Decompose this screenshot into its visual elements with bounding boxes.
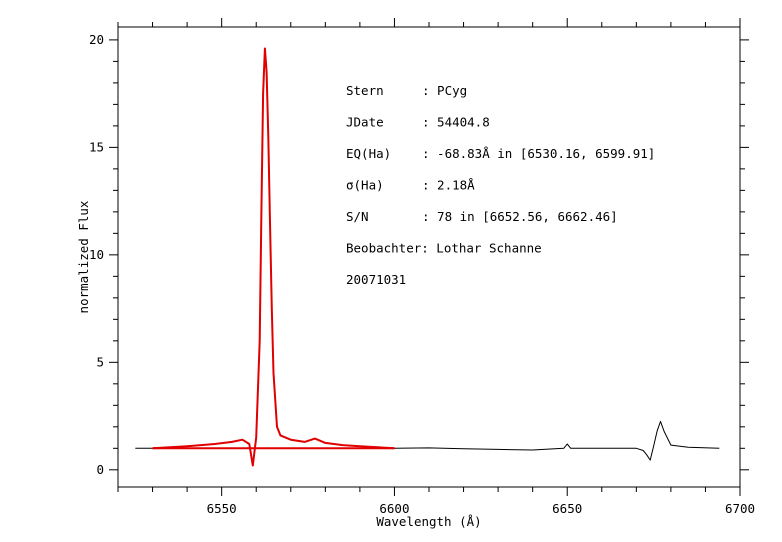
annotation-value: : 78 in [6652.56, 6662.46]: [422, 209, 618, 224]
annotation-value: : 2.18Å: [422, 178, 475, 193]
y-axis-label: normalized Flux: [76, 200, 91, 313]
annotation-label: 20071031: [346, 272, 406, 287]
series-line-fit-1: [152, 47, 395, 467]
series-group: [135, 47, 720, 467]
annotation-block: Stern : PCyg JDate : 54404.8 EQ(Ha) : -68.83Å…: [346, 83, 655, 287]
tick-labels: 6550 6600 6650 6700 0 5 10 15 20: [89, 32, 755, 516]
annotation-label: EQ(Ha): [346, 146, 391, 161]
annotation-value: : PCyg: [422, 83, 467, 98]
axis-ticks: [109, 18, 749, 496]
annotation-label: Stern: [346, 83, 384, 98]
y-tick-label: 0: [96, 462, 104, 477]
annotation-label: σ(Ha): [346, 178, 384, 193]
x-axis-label: Wavelength (Å): [376, 514, 481, 529]
x-tick-label: 6650: [552, 501, 582, 516]
x-tick-label: 6700: [725, 501, 755, 516]
y-tick-label: 15: [89, 139, 104, 154]
y-tick-label: 10: [89, 247, 104, 262]
y-tick-label: 5: [96, 354, 104, 369]
x-tick-label: 6550: [207, 501, 237, 516]
x-tick-label: 6600: [379, 501, 409, 516]
annotation-label: JDate: [346, 115, 384, 130]
series-line-spectrum: [135, 48, 720, 466]
annotation-label: S/N: [346, 209, 369, 224]
annotation-value: : -68.83Å in [6530.16, 6599.91]: [422, 146, 655, 161]
annotation-value: : 54404.8: [422, 115, 490, 130]
y-tick-label: 20: [89, 32, 104, 47]
annotation-label: Beobachter: Lothar Schanne: [346, 241, 542, 256]
